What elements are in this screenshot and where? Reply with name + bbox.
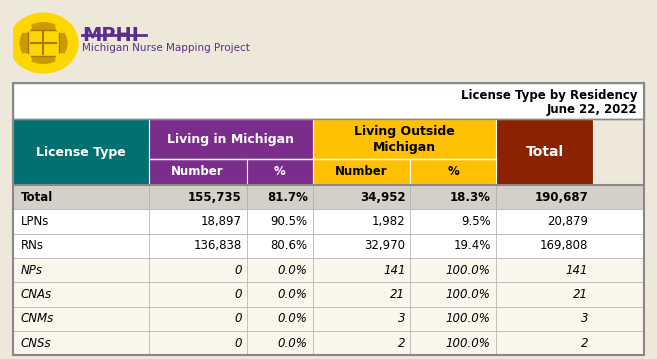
Text: 90.5%: 90.5% — [271, 215, 307, 228]
Bar — [13, 185, 644, 209]
Bar — [148, 159, 246, 185]
Bar — [148, 120, 313, 159]
Text: 0.0%: 0.0% — [278, 312, 307, 325]
Bar — [13, 83, 644, 120]
Text: Number: Number — [171, 165, 224, 178]
Circle shape — [56, 54, 68, 64]
Bar — [246, 159, 313, 185]
Text: 3: 3 — [581, 312, 589, 325]
Circle shape — [19, 54, 31, 64]
Text: 0: 0 — [234, 264, 242, 277]
Text: 169,808: 169,808 — [540, 239, 589, 252]
Text: 9.5%: 9.5% — [461, 215, 491, 228]
Text: 2: 2 — [398, 337, 405, 350]
Text: License Type by Residency: License Type by Residency — [461, 89, 637, 102]
Text: 1,982: 1,982 — [372, 215, 405, 228]
Bar — [13, 234, 644, 258]
Text: License Type: License Type — [36, 146, 126, 159]
Text: 100.0%: 100.0% — [445, 288, 491, 301]
Circle shape — [56, 22, 68, 32]
Text: June 22, 2022: June 22, 2022 — [547, 103, 637, 116]
Text: 0.0%: 0.0% — [278, 288, 307, 301]
Bar — [13, 209, 644, 234]
Text: 0: 0 — [234, 288, 242, 301]
Text: 2: 2 — [581, 337, 589, 350]
Bar — [13, 282, 644, 307]
Text: 100.0%: 100.0% — [445, 337, 491, 350]
Text: 141: 141 — [383, 264, 405, 277]
Text: %: % — [447, 165, 459, 178]
Text: 190,687: 190,687 — [535, 191, 589, 204]
Text: NPs: NPs — [21, 264, 43, 277]
Text: 0: 0 — [234, 337, 242, 350]
Text: 136,838: 136,838 — [193, 239, 242, 252]
Circle shape — [19, 22, 31, 32]
Circle shape — [20, 23, 67, 64]
Text: Living in Michigan: Living in Michigan — [168, 133, 294, 146]
Text: 34,952: 34,952 — [360, 191, 405, 204]
Text: CNAs: CNAs — [21, 288, 52, 301]
Text: 21: 21 — [390, 288, 405, 301]
Bar — [13, 307, 644, 331]
Bar — [313, 120, 495, 159]
Text: 80.6%: 80.6% — [271, 239, 307, 252]
Text: Number: Number — [335, 165, 388, 178]
Text: LPNs: LPNs — [21, 215, 49, 228]
Bar — [313, 159, 411, 185]
Text: Total: Total — [526, 145, 564, 159]
Bar — [495, 120, 593, 185]
Text: 32,970: 32,970 — [365, 239, 405, 252]
Text: CNSs: CNSs — [21, 337, 51, 350]
Text: 18,897: 18,897 — [200, 215, 242, 228]
Text: 3: 3 — [398, 312, 405, 325]
Text: 100.0%: 100.0% — [445, 264, 491, 277]
FancyBboxPatch shape — [28, 30, 58, 56]
Bar — [13, 331, 644, 355]
Text: RNs: RNs — [21, 239, 44, 252]
Bar — [13, 120, 148, 185]
Text: MPHI: MPHI — [82, 26, 139, 45]
Text: Total: Total — [21, 191, 53, 204]
Text: 81.7%: 81.7% — [267, 191, 307, 204]
Text: Living Outside
Michigan: Living Outside Michigan — [354, 125, 455, 154]
Text: %: % — [274, 165, 286, 178]
Text: 155,735: 155,735 — [188, 191, 242, 204]
Text: 20,879: 20,879 — [547, 215, 589, 228]
Circle shape — [9, 13, 78, 73]
Text: 19.4%: 19.4% — [453, 239, 491, 252]
Bar — [13, 258, 644, 282]
Text: 21: 21 — [574, 288, 589, 301]
Text: 141: 141 — [566, 264, 589, 277]
Text: 0.0%: 0.0% — [278, 264, 307, 277]
Text: 18.3%: 18.3% — [450, 191, 491, 204]
Text: Michigan Nurse Mapping Project: Michigan Nurse Mapping Project — [82, 43, 250, 53]
Text: 100.0%: 100.0% — [445, 312, 491, 325]
Bar — [411, 159, 495, 185]
Text: CNMs: CNMs — [21, 312, 54, 325]
Text: 0.0%: 0.0% — [278, 337, 307, 350]
Text: 0: 0 — [234, 312, 242, 325]
